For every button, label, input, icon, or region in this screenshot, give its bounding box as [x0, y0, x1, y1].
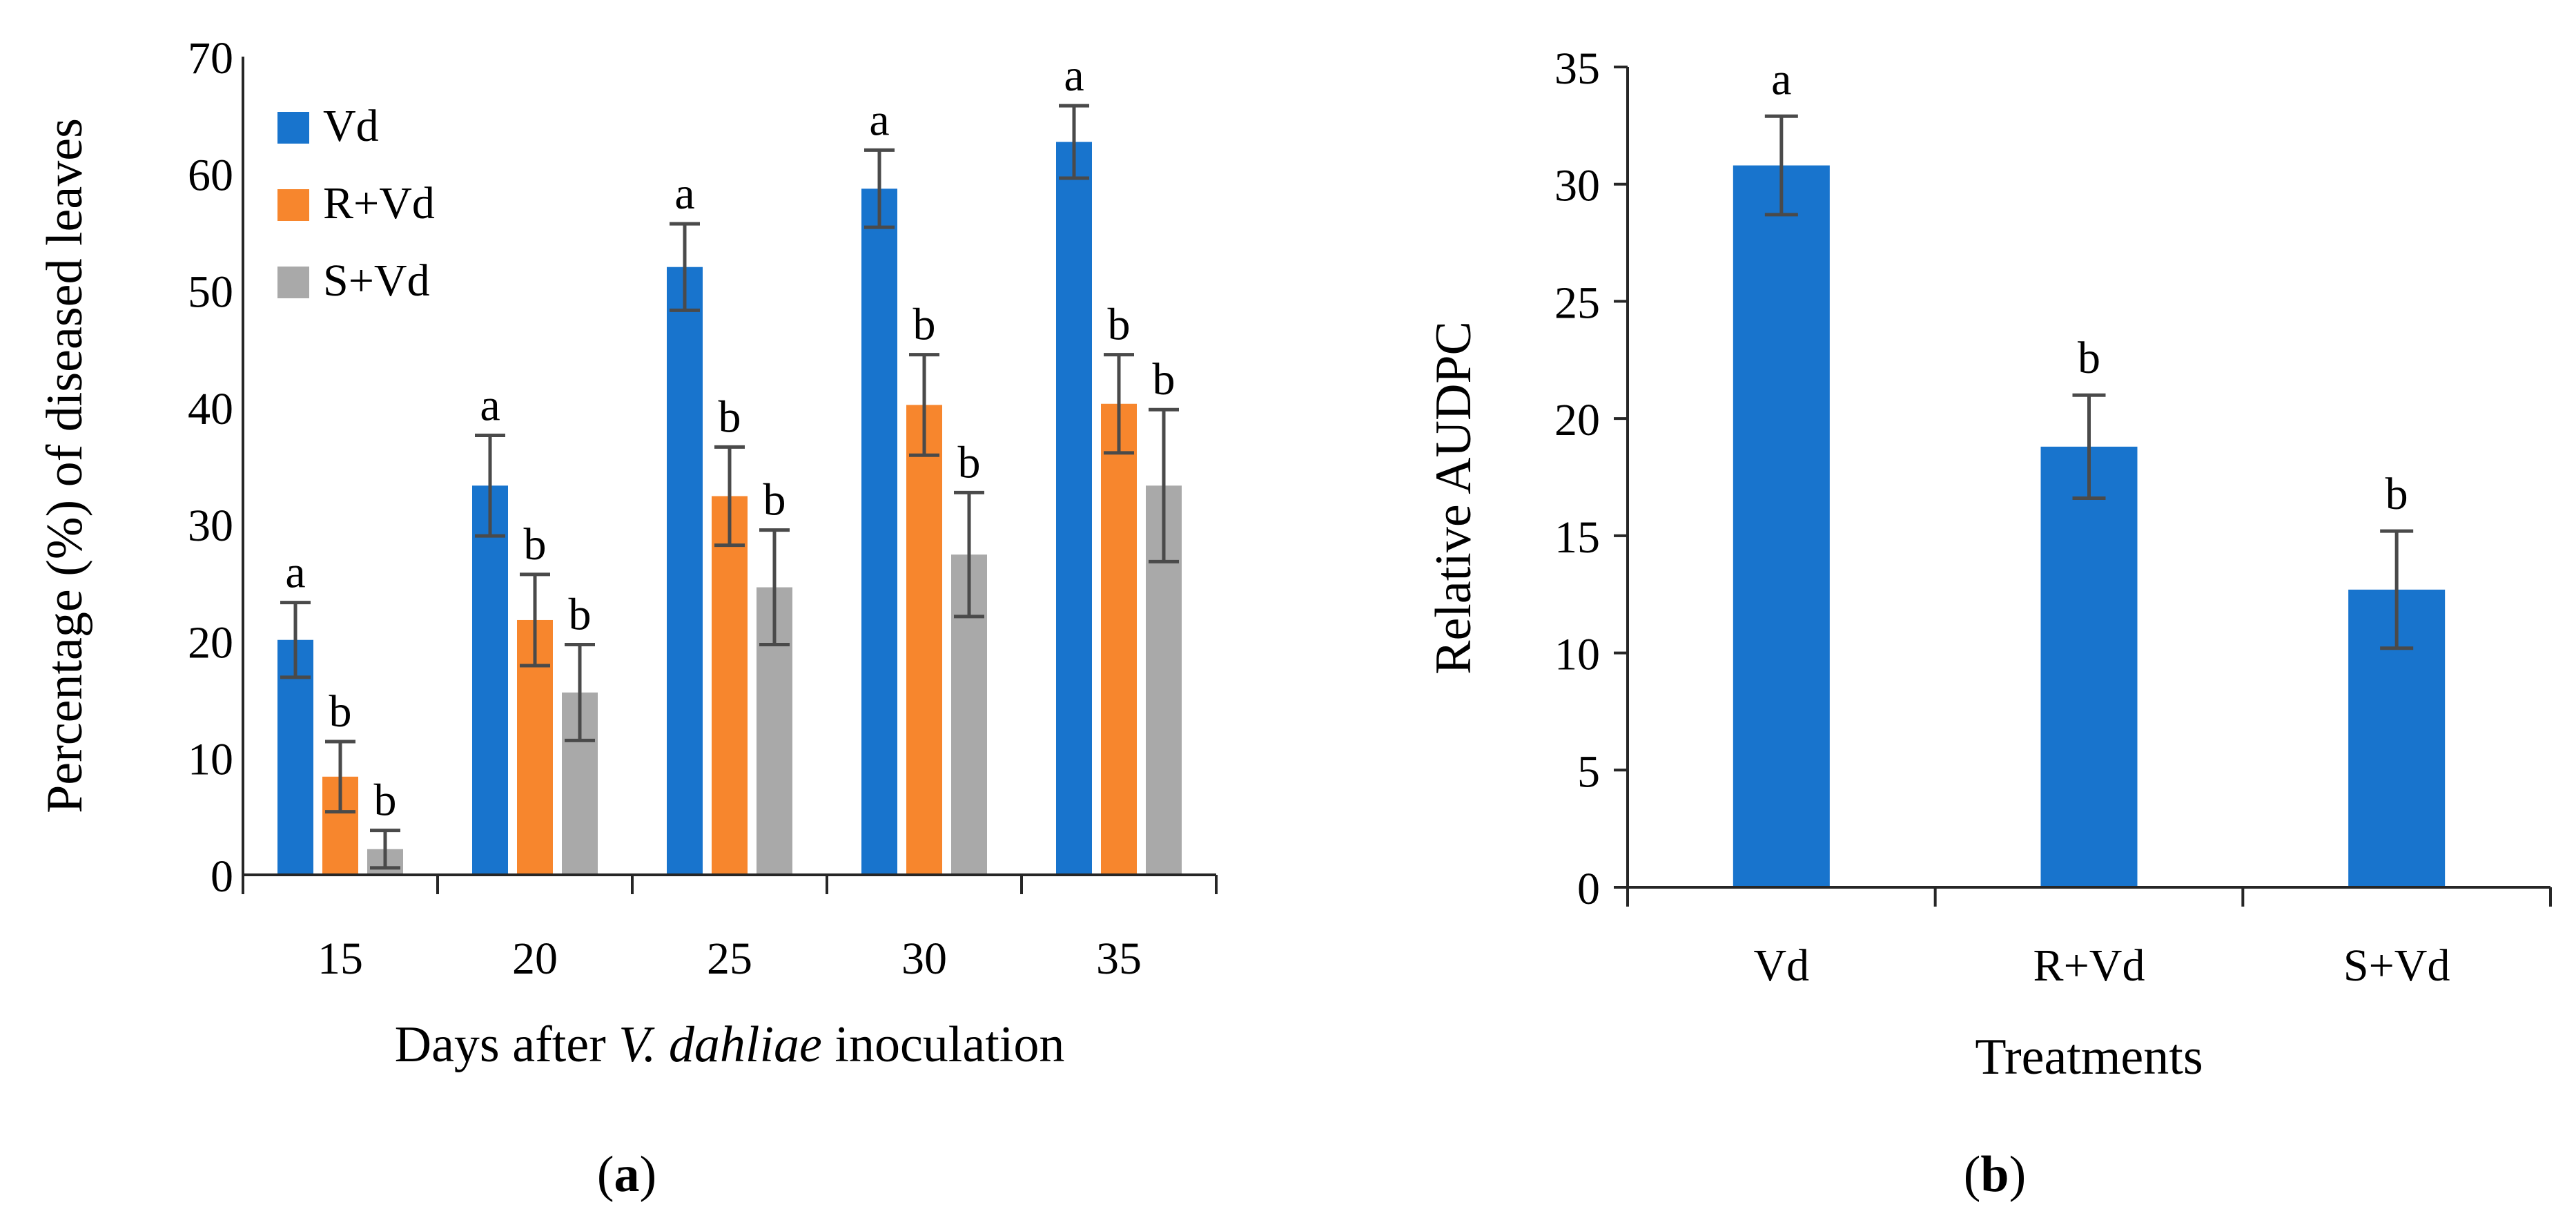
y-tick-label: 0: [211, 851, 233, 902]
x-tick-label: Vd: [1753, 940, 1809, 991]
y-tick-label: 40: [188, 384, 233, 434]
y-tick-label: 15: [1554, 512, 1600, 563]
y-tick-label: 20: [188, 617, 233, 668]
significance-letter: a: [869, 95, 889, 145]
significance-letter: b: [329, 686, 352, 737]
y-tick-label: 30: [188, 501, 233, 551]
y-tick-label: 25: [1554, 278, 1600, 328]
x-tick-label: 15: [318, 934, 363, 984]
panel-label-a: (a): [597, 1146, 656, 1203]
significance-letter: b: [719, 392, 741, 442]
bar-r-vd: [906, 405, 942, 875]
bar-vd: [277, 639, 313, 875]
y-tick-label: 70: [188, 33, 233, 84]
y-tick-label: 60: [188, 150, 233, 200]
legend-label: R+Vd: [323, 178, 435, 229]
x-tick-label: 25: [707, 934, 752, 984]
y-tick-label: 20: [1554, 395, 1600, 445]
bar-r-vd: [1101, 403, 1137, 875]
significance-letter: a: [480, 380, 500, 430]
y-tick-label: 30: [1554, 161, 1600, 211]
legend-label: Vd: [323, 101, 379, 151]
significance-letter: b: [374, 775, 397, 826]
panel-label-b: (b): [1964, 1146, 2026, 1203]
significance-letter: b: [2385, 469, 2408, 519]
bar-relative-audpc: [1733, 165, 1830, 887]
y-tick-label: 50: [188, 267, 233, 318]
bar-vd: [1056, 142, 1092, 875]
x-tick-label: R+Vd: [2033, 940, 2145, 991]
y-tick-label: 0: [1577, 864, 1600, 914]
x-axis-ticks: Vd R+Vd S+Vd: [1626, 887, 2552, 991]
significance-letter: b: [569, 590, 592, 640]
y-tick-label: 5: [1577, 746, 1600, 797]
x-axis-label-italic: V. dahliae: [618, 1016, 822, 1073]
x-tick-label: 35: [1096, 934, 1142, 984]
bar-vd: [667, 267, 703, 875]
significance-letter: b: [1153, 354, 1175, 405]
x-tick-label: 20: [512, 934, 558, 984]
x-axis-label: Days after V. dahliae inoculation: [395, 1016, 1065, 1073]
x-axis-label-suffix: inoculation: [822, 1016, 1064, 1073]
significance-letter: b: [2078, 333, 2100, 383]
y-axis-ticks: 0 10 20 30 40 50 60 70: [188, 33, 233, 902]
legend-label: S+Vd: [323, 255, 430, 306]
legend-swatch: [277, 189, 309, 221]
bar-vd: [861, 189, 897, 875]
y-axis-ticks: 0 5 10 15 20 25 30 35: [1554, 44, 1628, 914]
bar-r-vd: [712, 496, 748, 875]
bar-vd: [472, 485, 508, 875]
y-axis-label: Percentage (%) of diseased leaves: [37, 118, 93, 813]
significance-letters: a b b: [1771, 54, 2408, 519]
x-tick-label: S+Vd: [2343, 940, 2450, 991]
error-bars: [280, 104, 1179, 870]
chart-panel-b: 0 5 10 15 20 25 30 35 a b b Vd R+Vd S+Vd Relative A…: [1425, 44, 2552, 1203]
significance-letter: a: [285, 548, 305, 598]
significance-letter: a: [1064, 50, 1084, 101]
legend-swatch: [277, 267, 309, 298]
significance-letter: a: [1771, 54, 1791, 104]
y-tick-label: 10: [1554, 630, 1600, 680]
significance-letter: b: [1108, 300, 1131, 350]
legend: Vd R+Vd S+Vd: [277, 101, 435, 306]
significance-letter: a: [674, 168, 694, 219]
significance-letter: b: [913, 300, 936, 350]
bar-relative-audpc: [2040, 446, 2138, 887]
error-bars: [1764, 114, 2414, 650]
bars: [277, 142, 1182, 875]
x-axis-label: Treatments: [1975, 1029, 2203, 1085]
significance-letter: b: [763, 475, 786, 525]
y-axis-label: Relative AUDPC: [1425, 321, 1482, 675]
x-tick-label: 30: [901, 934, 947, 984]
y-tick-label: 35: [1554, 44, 1600, 94]
y-tick-label: 10: [188, 735, 233, 785]
significance-letter: b: [524, 519, 547, 570]
legend-swatch: [277, 112, 309, 144]
x-axis-label-prefix: Days after: [395, 1016, 619, 1073]
significance-letter: b: [958, 437, 981, 487]
bars: [1733, 165, 2446, 887]
x-axis-ticks: 15 20 25 30 35: [242, 875, 1218, 984]
